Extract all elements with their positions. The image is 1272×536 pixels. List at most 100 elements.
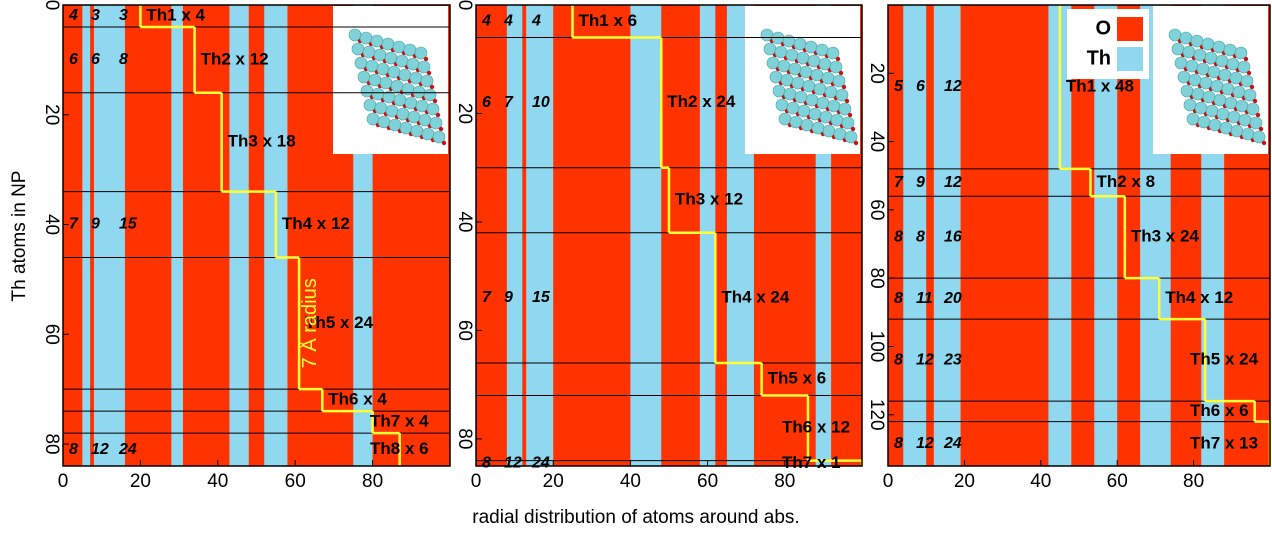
- x-tick-label: 20: [954, 471, 975, 492]
- count-label: 12: [944, 174, 962, 191]
- shell-label: Th2 x 24: [667, 92, 736, 111]
- count-label: 3: [91, 7, 100, 24]
- count-label: 23: [943, 351, 962, 368]
- shell-label: Th8 x 6: [370, 439, 429, 458]
- count-label: 24: [943, 435, 962, 452]
- y-tick-label: 0: [454, 0, 475, 10]
- count-label: 7: [482, 289, 492, 306]
- count-label: 12: [944, 78, 962, 95]
- legend-label: Th: [1087, 47, 1111, 69]
- y-tick-label: 40: [454, 211, 475, 232]
- count-label: 9: [91, 216, 100, 233]
- count-label: 8: [894, 435, 903, 452]
- y-tick-label: 80: [866, 268, 887, 289]
- y-axis-label: Th atoms in NP: [9, 171, 30, 302]
- y-tick-label: 60: [41, 324, 62, 345]
- count-label: 9: [504, 289, 513, 306]
- x-tick-label: 20: [543, 471, 564, 492]
- count-label: 12: [916, 435, 934, 452]
- oxygen: [836, 57, 840, 61]
- oxygen: [1247, 71, 1251, 75]
- count-label: 24: [118, 441, 137, 458]
- count-label: 3: [119, 7, 128, 24]
- shell-label: Th1 x 48: [1066, 76, 1134, 95]
- count-label: 8: [894, 351, 903, 368]
- x-tick-label: 60: [285, 471, 306, 492]
- count-label: 24: [531, 455, 550, 472]
- x-tick-label: 0: [883, 471, 894, 492]
- shell-label: Th1 x 4: [146, 5, 205, 24]
- count-label: 7: [894, 174, 904, 191]
- count-label: 8: [894, 228, 903, 245]
- shell-label: Th3 x 12: [675, 190, 743, 209]
- figure: Th atoms in NP radial distribution of at…: [0, 0, 1272, 531]
- y-tick-label: 20: [454, 103, 475, 124]
- count-label: 11: [916, 290, 933, 307]
- th-band: [229, 5, 248, 466]
- legend-swatch: [1117, 47, 1143, 71]
- count-label: 4: [503, 12, 513, 29]
- shell-label: Th1 x 6: [579, 11, 638, 30]
- y-tick-label: 120: [866, 399, 887, 431]
- count-label: 8: [69, 441, 78, 458]
- oxygen: [1262, 141, 1266, 145]
- shell-label: Th4 x 24: [721, 287, 790, 306]
- shell-label: Th7 x 13: [1190, 433, 1258, 452]
- shell-label: Th6 x 12: [782, 418, 850, 437]
- oxygen: [1253, 99, 1257, 103]
- x-tick-label: 60: [697, 471, 718, 492]
- x-tick-label: 80: [774, 471, 795, 492]
- y-tick-label: 80: [41, 433, 62, 454]
- th-band: [171, 5, 183, 466]
- x-tick-label: 20: [130, 471, 151, 492]
- th-band: [630, 5, 661, 466]
- shell-label: Th3 x 18: [228, 132, 296, 151]
- oxygen: [839, 71, 843, 75]
- shell-label: Th6 x 4: [328, 390, 387, 409]
- th-band: [94, 5, 125, 466]
- count-label: 12: [504, 455, 522, 472]
- y-tick-label: 80: [454, 428, 475, 449]
- x-tick-label: 40: [620, 471, 641, 492]
- shell-label: Th6 x 6: [1190, 401, 1249, 420]
- x-tick-label: 0: [471, 471, 482, 492]
- th-band: [507, 5, 522, 466]
- x-tick-label: 40: [1030, 471, 1051, 492]
- count-label: 9: [916, 174, 925, 191]
- shell-label: Th4 x 12: [1165, 288, 1233, 307]
- oxygen: [427, 71, 431, 75]
- shell-label: Th3 x 24: [1131, 227, 1200, 246]
- x-tick-label: 40: [207, 471, 228, 492]
- count-label: 8: [894, 290, 903, 307]
- shell-label: Th5 x 24: [1190, 350, 1259, 369]
- count-label: 4: [531, 12, 541, 29]
- shell-label: Th7 x 4: [370, 412, 429, 431]
- x-tick-label: 80: [1183, 471, 1204, 492]
- oxygen: [436, 113, 440, 117]
- x-tick-label: 80: [362, 471, 383, 492]
- oxygen: [851, 127, 855, 131]
- count-label: 7: [504, 94, 514, 111]
- y-tick-label: 40: [866, 131, 887, 152]
- th-band: [82, 5, 90, 466]
- oxygen: [842, 85, 846, 89]
- shell-label: Th2 x 12: [201, 49, 269, 68]
- count-label: 5: [894, 78, 904, 95]
- count-label: 4: [481, 12, 491, 29]
- oxygen: [854, 141, 858, 145]
- legend-label: O: [1095, 17, 1111, 39]
- count-label: 6: [91, 51, 100, 68]
- y-tick-label: 60: [454, 320, 475, 341]
- shell-label: Th4 x 12: [282, 214, 350, 233]
- th-band: [526, 5, 553, 466]
- shell-label: Th2 x 8: [1096, 172, 1155, 191]
- oxygen: [848, 113, 852, 117]
- oxygen: [1244, 57, 1248, 61]
- count-label: 12: [916, 351, 934, 368]
- oxygen: [439, 127, 443, 131]
- y-tick-label: 40: [41, 214, 62, 235]
- y-tick-label: 60: [866, 199, 887, 220]
- oxygen: [1259, 127, 1263, 131]
- annotation: 7 Å radius: [298, 278, 321, 368]
- count-label: 16: [944, 228, 962, 245]
